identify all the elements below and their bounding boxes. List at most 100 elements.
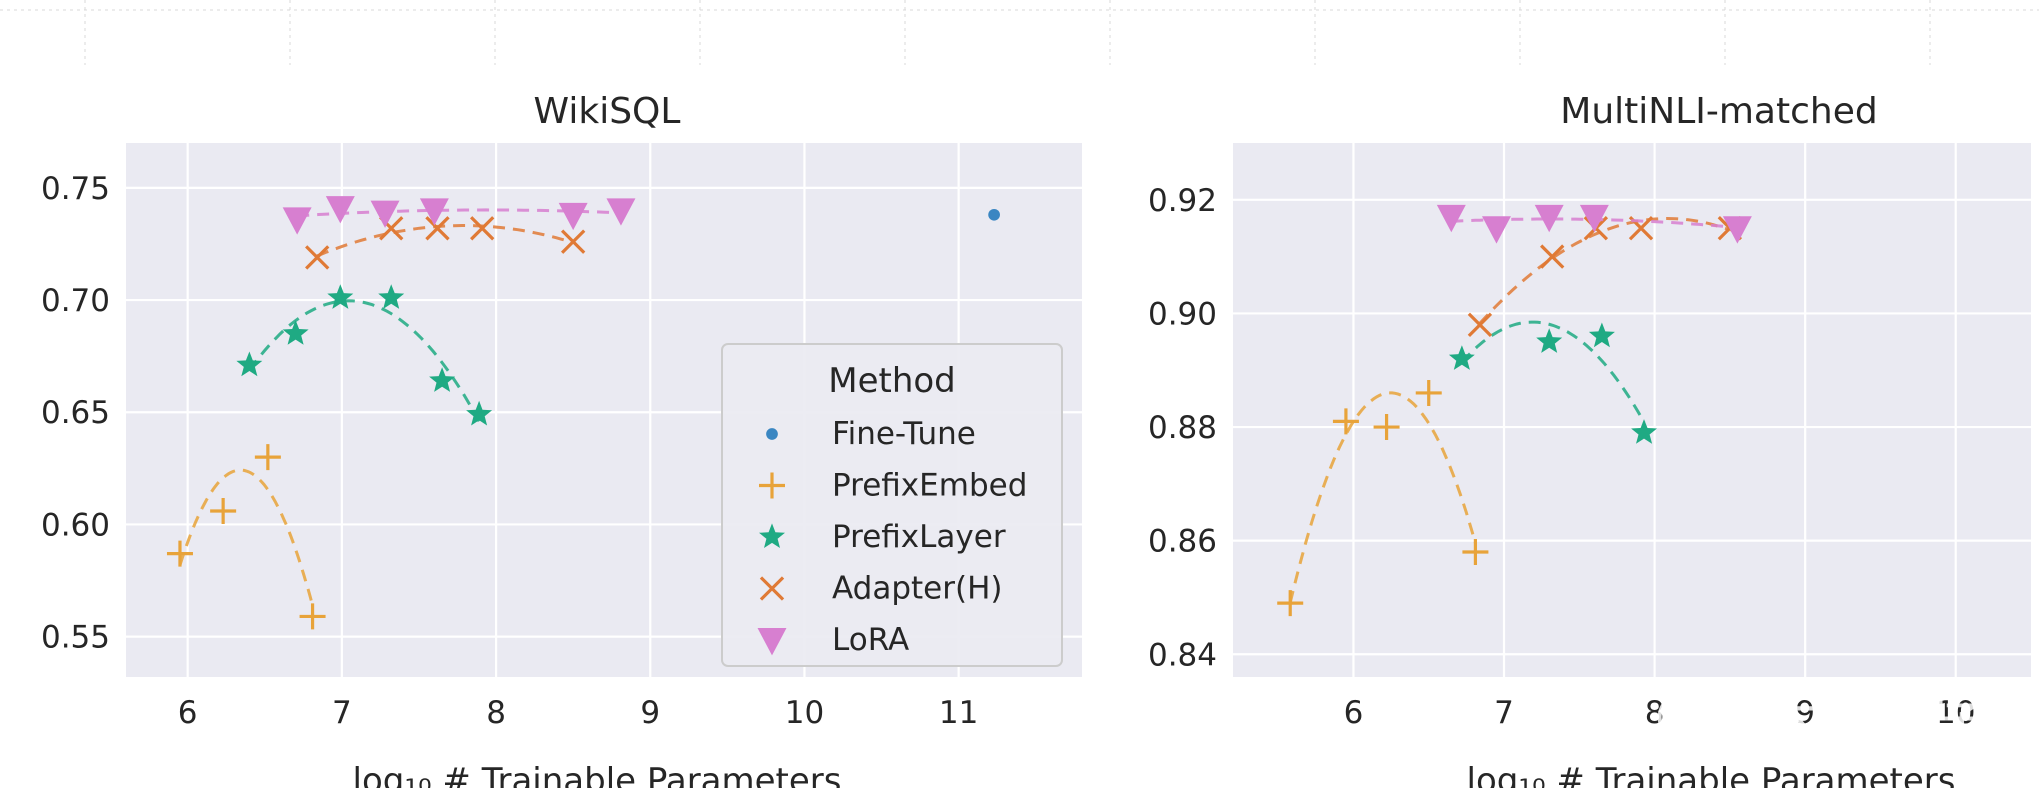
data-point — [166, 540, 193, 567]
data-point — [606, 198, 636, 226]
chart-title: MultiNLI-matched — [1560, 91, 1877, 132]
legend-label: Fine-Tune — [832, 416, 976, 452]
y-tick-label: 0.70 — [41, 283, 110, 319]
x-tick-label: 10 — [1936, 695, 1975, 731]
plot-area — [1233, 143, 2031, 677]
data-point — [1579, 204, 1609, 233]
y-tick-label: 0.92 — [1148, 183, 1217, 219]
data-point — [1534, 204, 1564, 233]
legend-title: Method — [828, 361, 956, 401]
data-point — [1536, 328, 1563, 353]
x-tick-label: 9 — [1795, 695, 1815, 731]
legend-item: Adapter(H) — [759, 571, 1003, 607]
data-point — [429, 367, 456, 392]
data-point — [466, 400, 493, 426]
x-tick-label: 6 — [178, 695, 198, 731]
data-point — [1373, 414, 1400, 441]
data-point — [1415, 379, 1442, 406]
tick-labels: 6 7 8 9 10 0.84 0.86 0.88 0.90 0.92 — [1148, 183, 1975, 731]
x-axis-label: log₁₀ # Trainable Parameters — [353, 761, 842, 788]
x-tick-label: 6 — [1344, 695, 1364, 731]
series-prefixembed — [1277, 379, 1489, 617]
legend-item: Fine-Tune — [766, 416, 976, 452]
data-point — [1631, 419, 1657, 444]
trend-line — [248, 299, 481, 423]
data-point — [1448, 345, 1475, 370]
data-point — [1588, 322, 1615, 348]
series-prefixlayer — [236, 284, 493, 426]
trend-line — [1478, 216, 1731, 325]
trend-line — [316, 224, 574, 258]
data-point — [419, 198, 449, 226]
series-prefixlayer — [1448, 320, 1657, 444]
data-point — [425, 216, 450, 241]
data-point — [236, 351, 263, 377]
y-tick-label: 0.65 — [41, 395, 110, 431]
data-point — [988, 208, 1000, 221]
data-point — [299, 603, 326, 630]
series-adapter-h — [305, 216, 586, 270]
data-point — [1277, 590, 1304, 617]
x-tick-label: 10 — [785, 695, 824, 731]
data-point — [470, 216, 495, 241]
trend-line — [178, 468, 315, 606]
legend-item: LoRA — [757, 622, 909, 658]
data-point — [210, 497, 237, 524]
series-prefixembed — [166, 444, 326, 630]
legend-label: Adapter(H) — [832, 571, 1003, 607]
data-point — [1467, 312, 1493, 337]
x-axis-label: log₁₀ # Trainable Parameters — [1467, 761, 1956, 788]
data-point — [282, 320, 309, 345]
data-point — [327, 284, 354, 309]
legend-marker — [759, 576, 785, 601]
legend-marker — [766, 428, 778, 440]
y-tick-label: 0.84 — [1148, 637, 1217, 673]
x-tick-label: 8 — [1645, 695, 1665, 731]
legend-item: PrefixLayer — [759, 519, 1006, 555]
data-point — [560, 229, 586, 254]
data-point — [325, 196, 355, 224]
plot-background — [1233, 143, 2031, 677]
x-tick-label: 11 — [939, 695, 978, 731]
legend: Method Fine-Tune PrefixEmbed PrefixLayer Ada… — [721, 343, 1063, 667]
series-fine-tune — [988, 208, 1000, 221]
y-tick-label: 0.90 — [1148, 296, 1217, 332]
data-point — [282, 207, 312, 235]
series-lora — [282, 196, 636, 235]
chart-title: WikiSQL — [534, 91, 681, 132]
tick-labels: 6 7 8 9 10 11 0.55 0.60 0.65 0.70 0.75 — [41, 171, 978, 731]
data-point — [370, 200, 400, 228]
series-lora — [1436, 204, 1752, 244]
y-tick-label: 0.75 — [41, 171, 110, 207]
data-point — [305, 245, 330, 270]
x-tick-label: 7 — [1494, 695, 1514, 731]
legend-item: PrefixEmbed — [759, 468, 1027, 504]
wikisql-chart: WikiSQL log₁₀ # Trainable Parameters 6 7 8… — [41, 91, 1082, 788]
y-tick-label: 0.88 — [1148, 410, 1217, 446]
legend-marker — [759, 523, 785, 548]
data-point — [1540, 244, 1565, 269]
background-page-grid — [0, 0, 2039, 65]
legend-marker — [757, 628, 787, 656]
data-point — [558, 202, 588, 231]
x-tick-label: 9 — [640, 695, 660, 731]
y-tick-label: 0.60 — [41, 507, 110, 543]
watermark: 知乎 @天天向上学 — [1524, 681, 1990, 746]
multinli-matched-chart: MultiNLI-matched log₁₀ # Trainable Param… — [1148, 91, 2031, 788]
trend-line — [1460, 320, 1646, 423]
legend-box — [721, 343, 1063, 667]
legend-label: LoRA — [832, 622, 909, 658]
data-point — [1332, 408, 1359, 435]
x-tick-label: 7 — [332, 695, 352, 731]
legend-label: PrefixEmbed — [832, 468, 1027, 504]
trend-line — [1288, 391, 1477, 604]
legend-label: PrefixLayer — [832, 519, 1006, 555]
data-point — [254, 444, 281, 471]
data-point — [1722, 216, 1752, 244]
y-tick-label: 0.86 — [1148, 524, 1217, 560]
data-point — [378, 284, 405, 309]
x-tick-label: 8 — [486, 695, 506, 731]
legend-marker — [759, 472, 785, 499]
y-tick-label: 0.55 — [41, 620, 110, 656]
